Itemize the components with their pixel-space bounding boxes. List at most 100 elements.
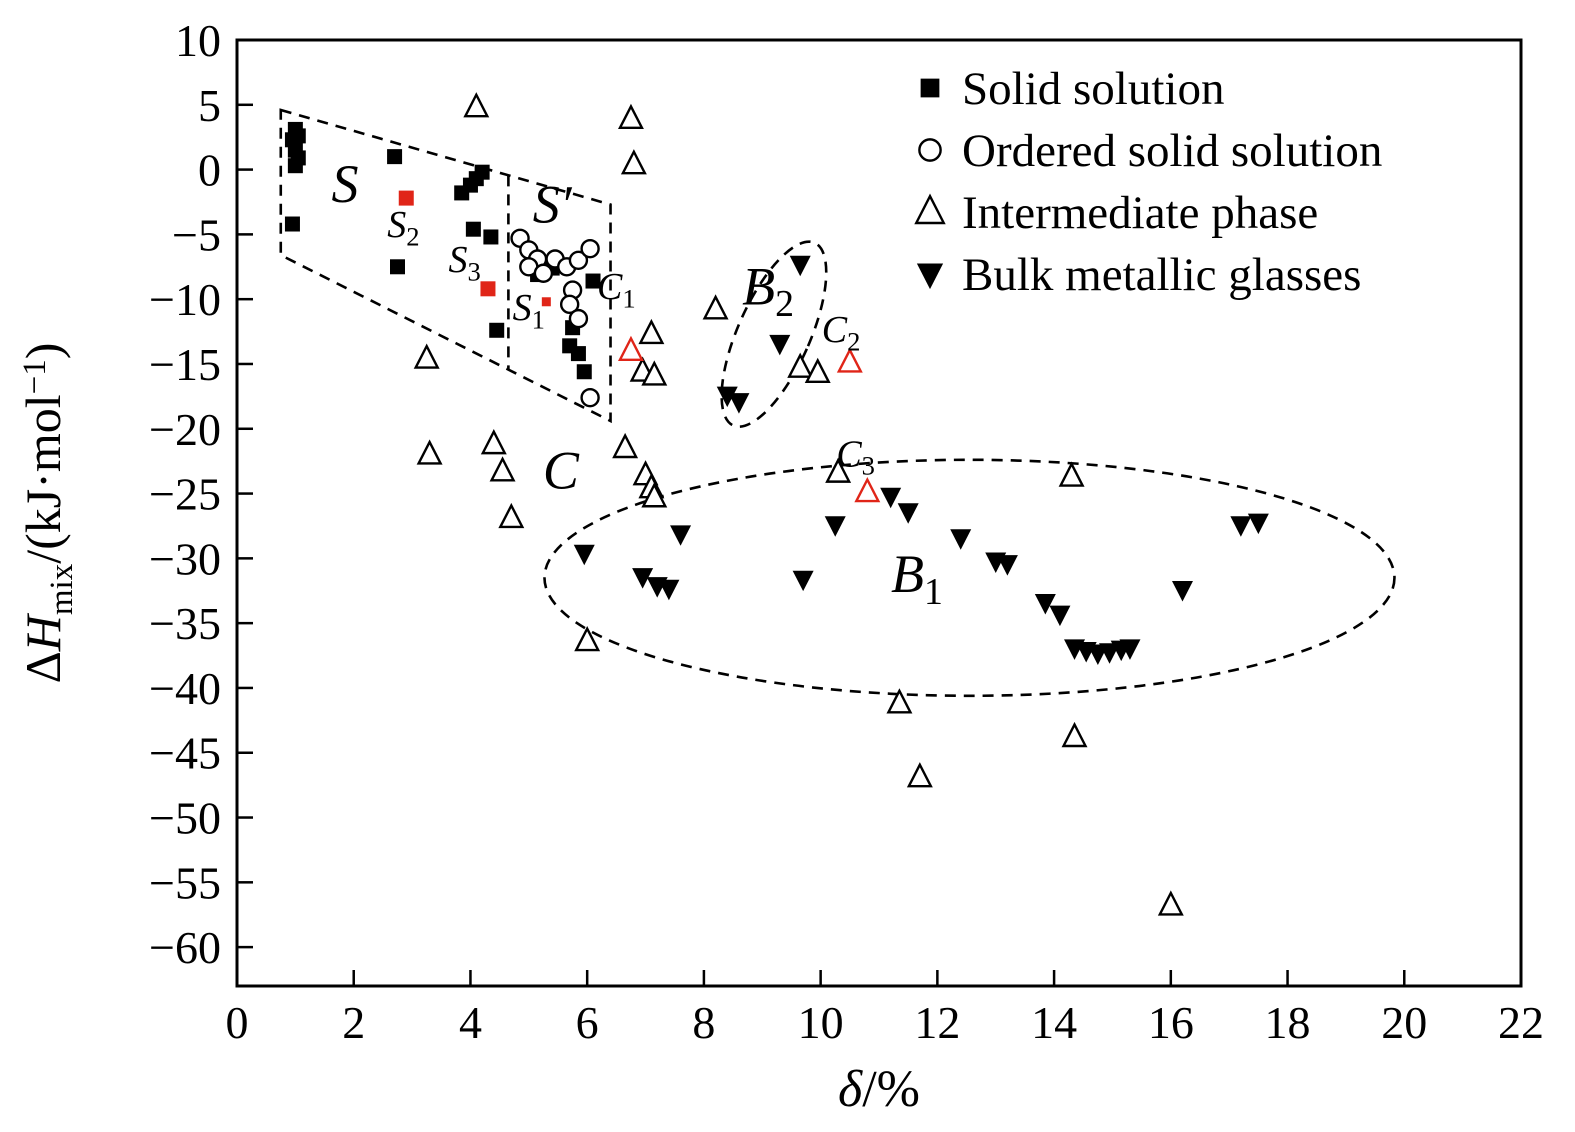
y-tick-label: −50 (149, 793, 221, 844)
y-tick-label: −40 (149, 663, 221, 714)
square-marker (290, 128, 306, 144)
label-subscript: 2 (847, 326, 860, 356)
triangle-up-marker (702, 294, 729, 320)
region-B1-ellipse (543, 458, 1396, 698)
series-highlighted-alloys-s2-s3 (398, 190, 496, 297)
triangle-down-marker (880, 487, 902, 509)
legend-label: Intermediate phase (962, 187, 1318, 239)
label-s-: S′ (533, 175, 573, 235)
label-main: C (836, 433, 862, 475)
circle-marker (559, 294, 580, 315)
circle-marker (568, 250, 589, 271)
axis-label-fragment: /(kJ·mol (15, 394, 71, 563)
square-marker (920, 78, 940, 98)
x-axis-title: δ/% (838, 1061, 920, 1118)
y-tick-label: −10 (149, 274, 221, 325)
label-main: B (742, 256, 775, 316)
circle-marker (568, 308, 589, 329)
legend-label: Solid solution (962, 63, 1224, 115)
circle-marker (580, 238, 600, 259)
label-subscript: 3 (467, 256, 480, 286)
axis-label-fragment: −1 (17, 359, 53, 394)
triangle-down-marker (1034, 594, 1056, 615)
square-marker (570, 346, 586, 362)
label-subscript: 1 (622, 284, 635, 314)
triangle-down-marker (897, 503, 919, 524)
triangle-up-marker (489, 456, 516, 482)
label-subscript: 1 (924, 571, 943, 613)
series-solid-solution (284, 121, 601, 380)
x-tick-label: 14 (1031, 997, 1077, 1048)
triangle-down-marker (1119, 639, 1141, 660)
square-marker (585, 273, 601, 289)
y-tick-label: 10 (175, 15, 221, 66)
label-subscript: 2 (406, 221, 419, 251)
label-s2: S2 (387, 204, 419, 251)
square-marker (465, 221, 481, 237)
x-tick-label: 8 (692, 997, 715, 1048)
triangle-up-marker (886, 688, 913, 714)
triangle-up-marker (641, 482, 668, 508)
triangle-up-marker (413, 343, 440, 369)
label-subscript: 2 (775, 283, 794, 325)
triangle-down-marker (1171, 581, 1193, 602)
label-c2: C2 (822, 309, 861, 356)
triangle-up-marker (836, 347, 863, 373)
y-tick-label: −60 (149, 922, 221, 973)
triangle-up-marker (1058, 461, 1085, 487)
x-tick-label: 4 (459, 997, 482, 1048)
triangle-up-marker (641, 360, 668, 386)
legend-item-solid-solution: Solid solution (920, 63, 1224, 115)
legend-item-bulk-metallic-glasses: Bulk metallic glasses (916, 249, 1361, 301)
label-s1: S1 (513, 287, 545, 334)
square-marker (541, 297, 551, 307)
series-highlighted-alloys-c1-c2-c3 (617, 335, 881, 503)
y-tick-label: −25 (149, 469, 221, 520)
legend-item-intermediate-phase: Intermediate phase (914, 187, 1318, 239)
triangle-up-marker (612, 432, 639, 459)
square-marker (576, 364, 592, 380)
plot-border (235, 38, 1523, 988)
label-main: S (448, 239, 467, 281)
triangle-down-marker (950, 529, 972, 550)
label-subscript: 1 (532, 304, 545, 334)
series-intermediate-phase (413, 92, 1184, 916)
x-tick-label: 6 (576, 997, 599, 1048)
x-tick-label: 20 (1381, 997, 1427, 1048)
legend-item-ordered-solid-solution: Ordered solid solution (918, 125, 1382, 177)
triangle-down-marker (996, 555, 1018, 576)
triangle-up-marker (787, 352, 814, 378)
triangle-down-marker (1230, 516, 1252, 537)
triangle-down-marker (658, 579, 680, 601)
x-tick-label: 2 (342, 997, 365, 1048)
square-marker (489, 322, 505, 338)
label-main: C (543, 440, 580, 500)
triangle-down-marker (716, 386, 738, 408)
label-main: C (597, 266, 623, 308)
x-axis: 0 2 4 6 8 10 12 14 16 18 20 22 (226, 970, 1544, 1048)
square-marker (474, 164, 490, 180)
y-tick-label: −45 (149, 728, 221, 779)
circle-marker (533, 263, 554, 283)
series-bulk-metallic-glasses (573, 255, 1269, 666)
legend: Solid solution Ordered solid solution Inte… (914, 63, 1382, 301)
legend-label: Ordered solid solution (962, 125, 1382, 177)
triangle-up-marker (480, 429, 507, 455)
triangle-down-marker (789, 255, 811, 277)
axis-label-fragment: δ (838, 1061, 863, 1118)
label-s3: S3 (448, 239, 480, 286)
y-tick-label: −35 (149, 598, 221, 649)
triangle-up-marker (617, 103, 644, 130)
label-main: S (331, 154, 358, 214)
triangle-down-marker (824, 516, 846, 537)
label-c: C (543, 440, 580, 500)
triangle-up-marker (620, 149, 647, 175)
triangle-up-marker (914, 193, 946, 225)
y-tick-label: −15 (149, 339, 221, 390)
square-marker (284, 216, 300, 232)
axis-label-fragment: H (15, 612, 71, 652)
label-subscript: 3 (862, 451, 875, 481)
y-tick-label: 0 (198, 145, 221, 196)
